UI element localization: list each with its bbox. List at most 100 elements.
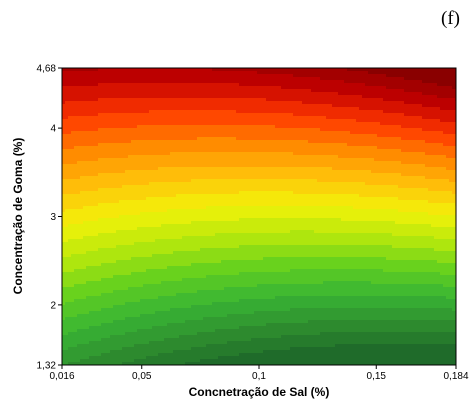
contour-cell: [77, 101, 81, 105]
contour-cell: [350, 113, 354, 117]
contour-cell: [188, 92, 192, 96]
contour-cell: [176, 143, 180, 147]
contour-cell: [413, 128, 417, 132]
contour-cell: [353, 104, 357, 108]
contour-cell: [416, 164, 420, 168]
contour-cell: [431, 113, 435, 117]
contour-cell: [275, 122, 279, 126]
contour-cell: [287, 167, 291, 171]
contour-cell: [365, 83, 369, 87]
contour-cell: [395, 149, 399, 153]
contour-cell: [80, 74, 84, 78]
contour-cell: [68, 131, 72, 135]
contour-cell: [137, 146, 141, 150]
contour-cell: [101, 134, 105, 138]
contour-cell: [140, 149, 144, 153]
contour-cell: [281, 104, 285, 108]
contour-cell: [386, 170, 390, 174]
contour-cell: [332, 155, 336, 159]
contour-cell: [368, 83, 372, 87]
contour-cell: [362, 116, 366, 120]
contour-cell: [383, 137, 387, 141]
contour-cell: [221, 161, 225, 165]
contour-cell: [374, 173, 378, 177]
contour-cell: [203, 116, 207, 120]
contour-cell: [251, 152, 255, 156]
contour-cell: [452, 170, 456, 174]
contour-cell: [305, 134, 309, 138]
contour-cell: [272, 122, 276, 126]
contour-cell: [86, 89, 90, 93]
contour-cell: [404, 77, 408, 81]
contour-cell: [359, 89, 363, 93]
contour-cell: [122, 167, 126, 171]
contour-cell: [311, 134, 315, 138]
contour-cell: [320, 68, 324, 72]
contour-cell: [242, 83, 246, 87]
contour-cell: [347, 170, 351, 174]
contour-cell: [221, 134, 225, 138]
contour-cell: [107, 128, 111, 132]
contour-cell: [335, 113, 339, 117]
contour-cell: [308, 161, 312, 165]
contour-cell: [410, 98, 414, 102]
contour-cell: [209, 152, 213, 156]
contour-cell: [302, 80, 306, 84]
contour-cell: [344, 173, 348, 177]
contour-cell: [287, 83, 291, 87]
contour-cell: [137, 89, 141, 93]
contour-cell: [62, 173, 66, 177]
contour-cell: [140, 161, 144, 165]
contour-cell: [116, 128, 120, 132]
contour-cell: [308, 110, 312, 114]
contour-cell: [338, 113, 342, 117]
contour-cell: [374, 176, 378, 180]
contour-cell: [98, 101, 102, 105]
contour-cell: [197, 98, 201, 102]
contour-cell: [281, 113, 285, 117]
contour-cell: [182, 95, 186, 99]
contour-cell: [356, 155, 360, 159]
contour-cell: [449, 164, 453, 168]
contour-cell: [137, 173, 141, 177]
contour-cell: [428, 125, 432, 129]
contour-cell: [296, 173, 300, 177]
contour-cell: [71, 143, 75, 147]
contour-cell: [431, 110, 435, 114]
contour-cell: [95, 140, 99, 144]
contour-cell: [239, 122, 243, 126]
contour-cell: [431, 89, 435, 93]
contour-cell: [254, 152, 258, 156]
contour-cell: [80, 116, 84, 120]
contour-cell: [170, 68, 174, 72]
contour-cell: [278, 110, 282, 114]
contour-cell: [185, 146, 189, 150]
contour-cell: [185, 68, 189, 72]
contour-cell: [344, 176, 348, 180]
contour-cell: [161, 86, 165, 90]
contour-cell: [338, 164, 342, 168]
contour-cell: [281, 140, 285, 144]
contour-cell: [68, 95, 72, 99]
contour-cell: [329, 137, 333, 141]
contour-cell: [410, 152, 414, 156]
contour-cell: [89, 170, 93, 174]
contour-cell: [104, 83, 108, 87]
contour-cell: [164, 74, 168, 78]
contour-cell: [71, 164, 75, 168]
contour-cell: [146, 140, 150, 144]
contour-cell: [206, 107, 210, 111]
contour-cell: [83, 71, 87, 75]
contour-cell: [128, 146, 132, 150]
contour-cell: [443, 86, 447, 90]
contour-cell: [89, 122, 93, 126]
contour-cell: [200, 158, 204, 162]
contour-cell: [281, 125, 285, 129]
contour-cell: [194, 158, 198, 162]
contour-cell: [371, 71, 375, 75]
contour-cell: [233, 134, 237, 138]
contour-cell: [125, 116, 129, 120]
contour-cell: [74, 164, 78, 168]
contour-cell: [134, 122, 138, 126]
contour-cell: [83, 86, 87, 90]
